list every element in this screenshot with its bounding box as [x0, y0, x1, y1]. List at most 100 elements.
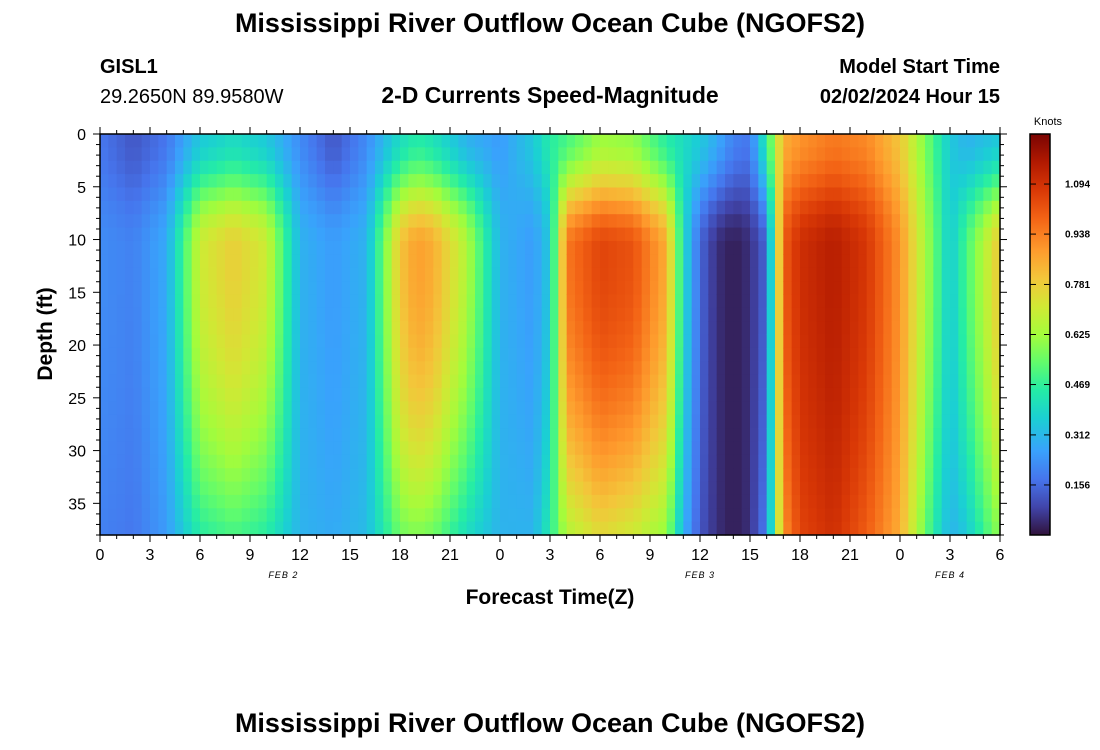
heatmap-cell [208, 521, 218, 536]
heatmap-cell [666, 454, 676, 469]
heatmap-cell [891, 494, 901, 509]
heatmap-cell [725, 307, 734, 322]
heatmap-cell [975, 187, 984, 202]
heatmap-cell [891, 508, 901, 523]
heatmap-cell [700, 387, 709, 402]
heatmap-cell [341, 374, 351, 389]
heatmap-cell [891, 481, 901, 496]
heatmap-cell [575, 147, 584, 162]
heatmap-cell [750, 254, 759, 269]
heatmap-cell [258, 254, 268, 269]
heatmap-cell [491, 160, 501, 175]
heatmap-cell [716, 401, 726, 416]
heatmap-cell [783, 347, 793, 362]
heatmap-cell [316, 414, 326, 429]
heatmap-cell [600, 321, 609, 336]
heatmap-cell [625, 134, 634, 148]
heatmap-cell [483, 521, 493, 536]
heatmap-cell [566, 374, 576, 389]
heatmap-cell [466, 521, 476, 536]
heatmap-cell [800, 454, 809, 469]
heatmap-cell [675, 214, 684, 229]
heatmap-cell [708, 134, 718, 148]
heatmap-cell [966, 454, 976, 469]
heatmap-cell [558, 254, 568, 269]
heatmap-cell [125, 481, 134, 496]
heatmap-cell [750, 401, 759, 416]
heatmap-cell [308, 494, 318, 509]
heatmap-cell [933, 441, 943, 456]
heatmap-cell [391, 441, 401, 456]
heatmap-cell [541, 160, 551, 175]
heatmap-cell [291, 240, 301, 255]
heatmap-cell [508, 521, 518, 536]
heatmap-cell [283, 508, 293, 523]
heatmap-cell [708, 240, 718, 255]
heatmap-cell [191, 174, 201, 189]
heatmap-cell [525, 401, 534, 416]
heatmap-cell [858, 134, 868, 148]
heatmap-cell [425, 414, 434, 429]
heatmap-cell [841, 307, 851, 322]
heatmap-cell [641, 160, 651, 175]
x-tick-label: 12 [291, 547, 309, 564]
heatmap-cell [683, 347, 693, 362]
heatmap-cell [875, 321, 884, 336]
heatmap-cell [675, 200, 684, 215]
heatmap-cell [300, 361, 309, 376]
heatmap-cell [491, 414, 501, 429]
heatmap-cell [825, 307, 834, 322]
heatmap-cell [616, 174, 626, 189]
heatmap-cell [933, 347, 943, 362]
heatmap-cell [541, 147, 551, 162]
heatmap-cell [383, 468, 393, 483]
heatmap-cell [583, 454, 593, 469]
heatmap-cell [100, 347, 109, 362]
heatmap-cell [466, 334, 476, 349]
heatmap-cell [650, 428, 659, 443]
heatmap-cell [450, 454, 459, 469]
heatmap-cell [675, 134, 684, 148]
heatmap-cell [466, 307, 476, 322]
heatmap-cell [241, 334, 251, 349]
heatmap-cell [500, 508, 509, 523]
heatmap-cell [733, 374, 743, 389]
heatmap-cell [658, 227, 668, 242]
heatmap-cell [616, 240, 626, 255]
heatmap-cell [341, 334, 351, 349]
heatmap-cell [116, 267, 126, 282]
heatmap-cell [341, 267, 351, 282]
heatmap-cell [908, 468, 918, 483]
heatmap-cell [641, 361, 651, 376]
heatmap-cell [275, 521, 284, 536]
heatmap-cell [566, 508, 576, 523]
heatmap-cell [708, 441, 718, 456]
heatmap-cell [783, 267, 793, 282]
heatmap-cell [675, 521, 684, 536]
heatmap-cell [858, 227, 868, 242]
heatmap-cell [541, 240, 551, 255]
heatmap-cell [991, 254, 1001, 269]
heatmap-cell [258, 428, 268, 443]
heatmap-cell [725, 200, 734, 215]
heatmap-cell [325, 294, 334, 309]
heatmap-cell [441, 200, 451, 215]
heatmap-cell [241, 227, 251, 242]
heatmap-cell [250, 508, 259, 523]
heatmap-cell [958, 321, 968, 336]
heatmap-cell [366, 227, 376, 242]
heatmap-cell [100, 240, 109, 255]
heatmap-cell [716, 214, 726, 229]
heatmap-cell [250, 481, 259, 496]
heatmap-cell [108, 200, 118, 215]
heatmap-cell [791, 254, 801, 269]
heatmap-cell [716, 374, 726, 389]
heatmap-cell [483, 414, 493, 429]
heatmap-cell [875, 134, 884, 148]
heatmap-cell [875, 147, 884, 162]
heatmap-cell [191, 454, 201, 469]
heatmap-cell [483, 334, 493, 349]
heatmap-cell [100, 227, 109, 242]
heatmap-cell [216, 174, 226, 189]
heatmap-cell [858, 521, 868, 536]
